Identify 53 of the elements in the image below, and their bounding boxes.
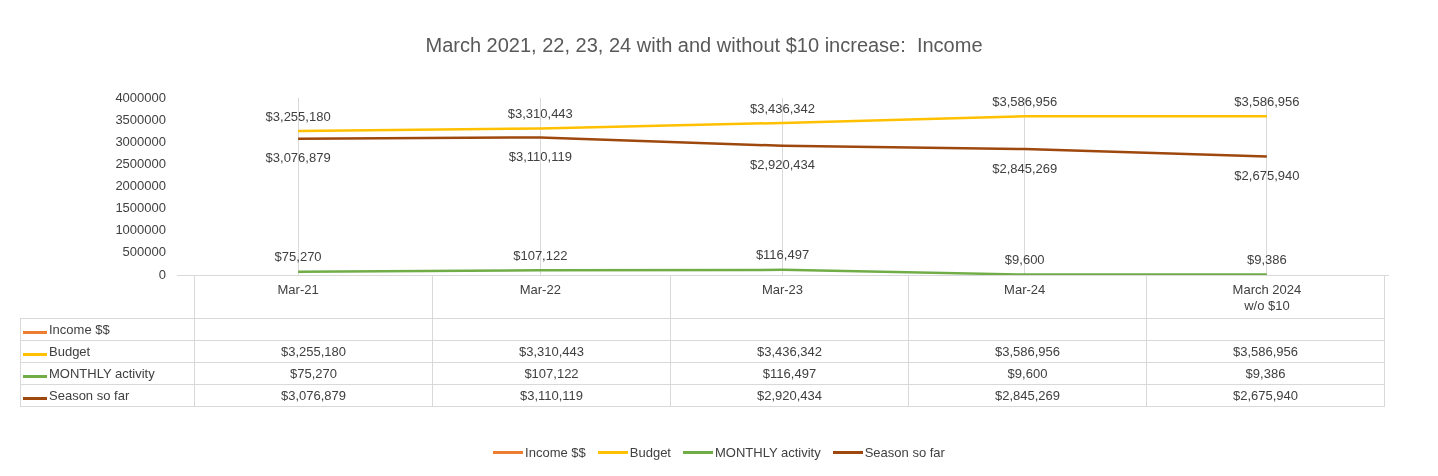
text: $3,076,879 [265,150,331,166]
data-label: $9,600 [908,362,1147,385]
y-tick-label: 2500000 [115,155,166,171]
text: $116,497 [755,247,810,263]
x-tick-label: Mar-24 [1004,282,1046,298]
x-tick-label: Mar-21 [277,282,319,298]
text: MONTHLY activity [714,445,821,460]
y-tick-label: 1500000 [115,200,166,216]
data-label: $3,586,956 [1146,340,1385,363]
legend-label: Income $$ [20,318,195,341]
data-label: $3,076,879 [194,384,433,407]
legend-label: Season so far [20,384,195,407]
data-label: $3,255,180 [194,340,433,363]
text: $3,436,342 [749,100,816,116]
text: $2,675,940 [1234,168,1300,184]
data-label: $3,110,119 [432,384,671,407]
y-tick-label: 0 [158,266,166,282]
data-label: $2,845,269 [908,384,1147,407]
data-label: $116,497 [670,362,909,385]
text: $3,255,180 [265,108,331,124]
y-tick-label: 3000000 [115,133,166,149]
data-label: $9,386 [1146,362,1385,385]
data-label: $3,586,956 [908,340,1147,363]
x-tick-label: Mar-22 [519,282,561,298]
data-label: $2,920,434 [670,384,909,407]
text: $3,586,956 [992,93,1058,109]
text: $3,110,119 [508,148,572,164]
data-label: $75,270 [194,362,433,385]
data-label: $3,310,443 [432,340,671,363]
y-tick-label: 4000000 [115,89,166,105]
text: $9,600 [1004,252,1045,268]
y-tick-label: 1000000 [115,222,166,238]
legend-label: Budget [20,340,195,363]
data-label: $3,436,342 [670,340,909,363]
x-tick-label: March 2024 w/o $10 [1232,282,1302,313]
text: $9,386 [1247,252,1287,268]
y-tick-label: 2000000 [115,178,166,194]
text: Season so far [864,445,945,460]
chart-title: March 2021, 22, 23, 24 with and without $10 increase: Income [425,33,983,56]
x-tick-label: Mar-23 [761,282,804,298]
data-label: $2,675,940 [1146,384,1385,407]
text: $75,270 [274,249,322,265]
text: $3,586,956 [1234,93,1300,109]
text: Budget [629,445,671,460]
text: Income $$ [525,445,586,460]
text: $2,845,269 [992,160,1058,176]
data-label: $107,122 [432,362,671,385]
y-tick-label: 3500000 [115,111,166,127]
text: $2,920,434 [749,157,816,173]
y-tick-label: 500000 [122,244,166,260]
legend-label: MONTHLY activity [20,362,195,385]
text: $107,122 [513,247,568,263]
text: $3,310,443 [507,106,573,122]
